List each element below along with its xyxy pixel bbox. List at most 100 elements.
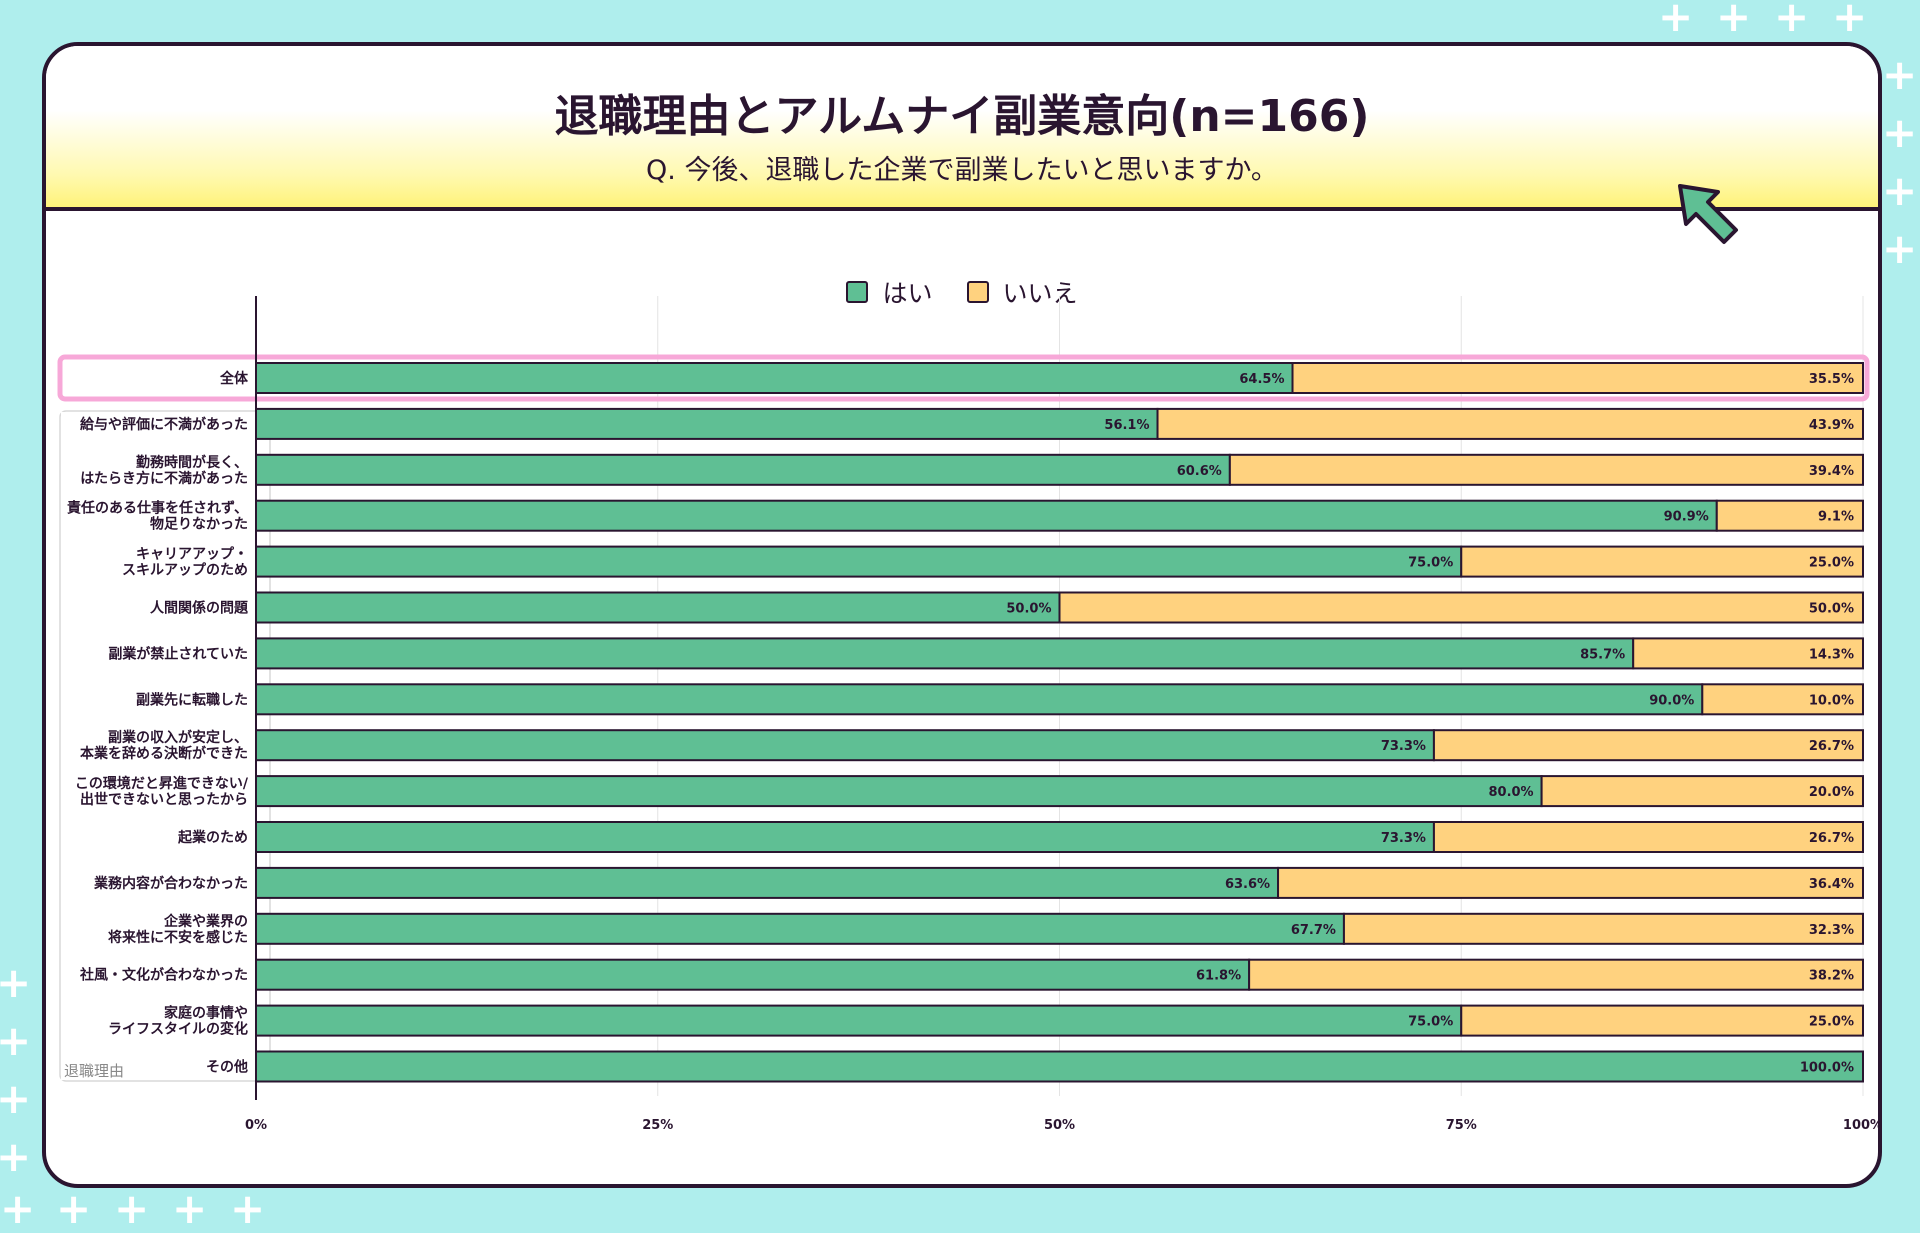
bar-yes — [255, 545, 1463, 578]
data-label-yes: 75.0% — [1408, 1015, 1453, 1030]
bar-no — [1715, 499, 1864, 532]
plus-decoration: + — [0, 1016, 32, 1065]
data-label-no: 36.4% — [1809, 877, 1854, 892]
legend-item-yes: はい — [846, 274, 933, 310]
bar-no — [1701, 683, 1865, 716]
legend-item-no: いいえ — [966, 274, 1078, 310]
stacked-bar-chart: 64.5% 35.5% 全体 56.1% 43.9% 給与や評価に不満があった 60.6% 3… — [57, 296, 1878, 1133]
bar-yes — [255, 362, 1294, 394]
data-label-no: 32.3% — [1809, 923, 1854, 938]
category-label: その他 — [206, 1059, 248, 1076]
plus-decoration: + — [0, 1132, 32, 1181]
bar-no — [1432, 821, 1865, 853]
bar-yes — [255, 821, 1435, 853]
plus-decoration: + — [230, 1184, 266, 1233]
category-label: この環境だと昇進できない/出世できないと思ったから — [75, 775, 249, 808]
data-label-no: 9.1% — [1818, 510, 1854, 525]
bar-yes — [255, 775, 1543, 808]
data-label-yes: 90.9% — [1664, 510, 1709, 525]
plus-decoration: + — [1882, 166, 1918, 215]
chart-header: 退職理由とアルムナイ副業意向(n=166) Q. 今後、退職した企業で副業したい… — [46, 46, 1878, 211]
plus-decoration: + — [0, 1074, 32, 1123]
data-label-yes: 61.8% — [1196, 969, 1241, 984]
group-label: 退職理由 — [64, 1062, 125, 1080]
overall-highlight-box — [57, 354, 1870, 402]
data-label-yes: 60.6% — [1177, 464, 1222, 479]
legend-label-no: いいえ — [1002, 279, 1078, 308]
plus-decoration: + — [0, 1184, 36, 1233]
category-label: 社風・文化が合わなかった — [79, 967, 248, 984]
category-label: 副業先に転職した — [136, 691, 248, 708]
bar-no — [1058, 591, 1864, 624]
category-label: 責任のある仕事を任されず、物足りなかった — [67, 500, 248, 533]
data-label-no: 39.4% — [1809, 464, 1854, 479]
bar-yes — [255, 637, 1635, 670]
data-label-no: 25.0% — [1809, 1015, 1854, 1030]
x-tick-label: 25% — [642, 1118, 673, 1133]
plus-decoration: + — [1882, 224, 1918, 273]
bar-yes — [255, 591, 1061, 624]
legend-swatch-yes — [846, 281, 869, 303]
bar-no — [1342, 912, 1864, 945]
data-label-yes: 75.0% — [1408, 556, 1453, 571]
data-label-yes: 56.1% — [1104, 418, 1149, 433]
bar-no — [1277, 866, 1864, 899]
legend-label-yes: はい — [882, 279, 933, 308]
data-label-yes: 67.7% — [1291, 923, 1336, 938]
bar-yes — [255, 407, 1159, 440]
bar-yes — [255, 453, 1231, 486]
bar-yes — [255, 1004, 1463, 1037]
bar-no — [1228, 453, 1865, 486]
bar-no — [1460, 545, 1864, 578]
plus-decoration: + — [1832, 0, 1868, 41]
data-label-yes: 50.0% — [1006, 602, 1051, 617]
data-label-yes: 85.7% — [1580, 647, 1625, 662]
plus-decoration: + — [1716, 0, 1752, 41]
plus-decoration: + — [0, 958, 32, 1007]
reason-group-fill — [61, 412, 253, 1080]
bar-no — [1248, 958, 1864, 991]
category-label: 人間関係の問題 — [150, 600, 249, 617]
bar-no — [1291, 362, 1864, 394]
data-label-no: 50.0% — [1809, 602, 1854, 617]
plus-decoration: + — [114, 1184, 150, 1233]
category-label: 給与や評価に不満があった — [80, 416, 248, 433]
category-label: 家庭の事情やライフスタイルの変化 — [108, 1005, 248, 1038]
data-label-no: 20.0% — [1809, 785, 1854, 800]
bar-yes — [255, 499, 1718, 532]
plus-decoration: + — [172, 1184, 208, 1233]
plus-decoration: + — [56, 1184, 92, 1233]
data-label-no: 26.7% — [1809, 831, 1854, 846]
category-label: 副業の収入が安定し、本業を辞める決断ができた — [80, 729, 248, 762]
data-label-yes: 64.5% — [1239, 372, 1284, 387]
bar-no — [1156, 407, 1864, 440]
data-label-yes: 90.0% — [1649, 693, 1694, 708]
plus-decoration: + — [1882, 108, 1918, 157]
data-label-no: 10.0% — [1809, 693, 1854, 708]
x-tick-label: 100% — [1843, 1118, 1878, 1133]
data-label-yes: 63.6% — [1225, 877, 1270, 892]
data-label-no: 26.7% — [1809, 739, 1854, 754]
bar-no — [1460, 1004, 1864, 1037]
category-label: 起業のため — [177, 829, 248, 846]
data-label-no: 38.2% — [1809, 969, 1854, 984]
data-label-yes: 73.3% — [1381, 739, 1426, 754]
plus-decoration: + — [1658, 0, 1694, 41]
category-label: 企業や業界の将来性に不安を感じた — [108, 913, 248, 946]
plus-decoration: + — [1774, 0, 1810, 41]
data-label-no: 14.3% — [1809, 647, 1854, 662]
bar-yes — [255, 683, 1704, 716]
data-label-no: 43.9% — [1809, 418, 1854, 433]
x-tick-label: 75% — [1446, 1118, 1477, 1133]
bar-yes — [255, 729, 1435, 762]
category-label: 全体 — [219, 370, 249, 387]
chart-title: 退職理由とアルムナイ副業意向(n=166) — [554, 91, 1370, 142]
bar-no — [1632, 637, 1864, 670]
bar-no — [1540, 775, 1864, 808]
plus-decoration: + — [1882, 50, 1918, 99]
bar-no — [1432, 729, 1865, 762]
chart-subtitle: Q. 今後、退職した企業で副業したいと思いますか。 — [646, 155, 1278, 186]
chart-legend: はい いいえ — [46, 274, 1878, 310]
chart-card: 退職理由とアルムナイ副業意向(n=166) Q. 今後、退職した企業で副業したい… — [42, 42, 1882, 1188]
legend-swatch-no — [966, 281, 989, 303]
